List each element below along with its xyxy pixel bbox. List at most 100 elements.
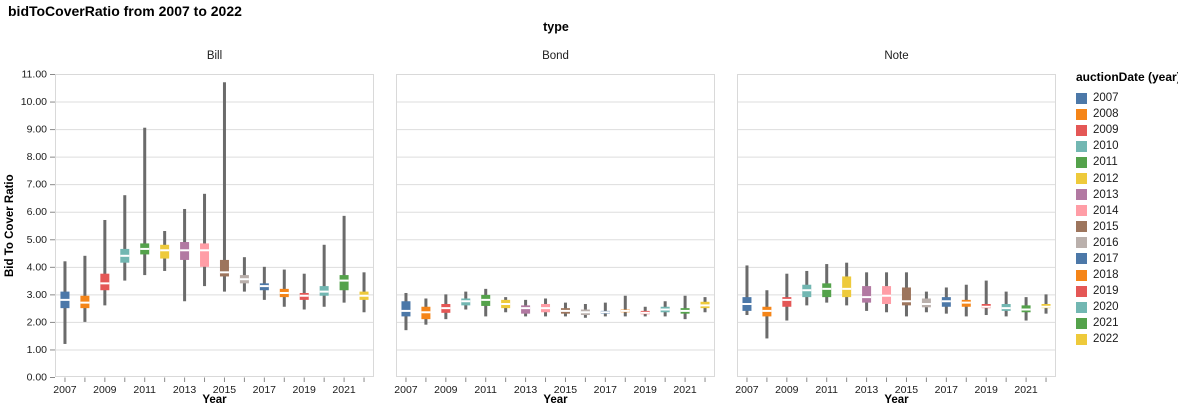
legend-swatch-icon	[1076, 333, 1087, 345]
box-median	[802, 289, 812, 292]
legend-label: 2011	[1093, 156, 1118, 169]
box-median	[441, 307, 451, 310]
legend-entry-2013: 2013	[1076, 187, 1176, 203]
box-whisker	[603, 302, 607, 317]
box-rect	[822, 283, 832, 298]
legend-label: 2022	[1093, 333, 1119, 346]
box-median	[981, 305, 991, 308]
legend-title: auctionDate (year)	[1076, 70, 1178, 84]
box-median	[239, 278, 249, 281]
box-whisker	[302, 273, 306, 310]
legend-label: 2010	[1093, 140, 1119, 153]
legend-swatch-icon	[1076, 317, 1087, 329]
legend-label: 2018	[1093, 269, 1119, 282]
box-median	[620, 309, 630, 312]
box-whisker	[222, 82, 226, 292]
box-whisker	[322, 244, 326, 307]
legend-entry-2014: 2014	[1076, 203, 1176, 219]
box-median	[941, 300, 951, 303]
x-tick-label: 2011	[133, 384, 156, 396]
box-whisker	[143, 127, 147, 276]
legend-label: 2017	[1093, 252, 1119, 265]
y-tick-label: 9.00	[27, 124, 48, 136]
legend-swatch-icon	[1076, 221, 1087, 233]
legend-swatch-icon	[1076, 285, 1087, 297]
legend-label: 2008	[1093, 108, 1119, 121]
box-rect	[521, 305, 531, 314]
legend-label: 2009	[1093, 124, 1119, 137]
box-whisker	[745, 265, 749, 316]
y-tick-label: 7.00	[27, 179, 48, 191]
box-median	[961, 301, 971, 304]
legend-entry-2015: 2015	[1076, 219, 1176, 235]
legend-swatch-icon	[1076, 92, 1087, 104]
x-tick-label: 2007	[53, 384, 77, 396]
panel-title-bill: Bill	[206, 50, 223, 62]
box-whisker	[242, 257, 246, 292]
box-rect	[401, 301, 411, 317]
legend-entry-2018: 2018	[1076, 267, 1176, 283]
box-median	[120, 254, 130, 257]
y-tick-label: 2.00	[27, 316, 48, 328]
box-median	[1001, 307, 1011, 310]
box-rect	[782, 297, 792, 307]
box-median	[160, 249, 170, 252]
y-tick-label: 3.00	[27, 289, 48, 301]
box-median	[339, 279, 349, 282]
legend-entry-2021: 2021	[1076, 315, 1176, 331]
x-tick-label: 2011	[474, 384, 497, 396]
legend-entry-2012: 2012	[1076, 170, 1176, 186]
legend-entry-2008: 2008	[1076, 106, 1176, 122]
legend-label: 2020	[1093, 301, 1119, 314]
x-tick-label: 2021	[332, 384, 356, 396]
legend-entry-2009: 2009	[1076, 122, 1176, 138]
box-median	[219, 271, 229, 274]
box-rect	[842, 276, 852, 298]
box-whisker	[282, 269, 286, 307]
x-axis-title-note: Year	[884, 394, 909, 406]
box-median	[501, 303, 511, 306]
legend-label: 2014	[1093, 204, 1119, 217]
x-tick-label: 2013	[855, 384, 879, 396]
box-median	[1041, 305, 1051, 308]
box-median	[680, 309, 690, 312]
box-median	[742, 303, 752, 306]
x-tick-label: 2009	[775, 384, 799, 396]
box-median	[862, 296, 872, 299]
x-tick-label: 2019	[634, 384, 658, 396]
panel-title-bond: Bond	[542, 50, 569, 62]
x-tick-label: 2011	[815, 384, 838, 396]
legend-label: 2021	[1093, 317, 1119, 330]
box-median	[319, 290, 329, 293]
box-median	[842, 287, 852, 290]
legend-label: 2015	[1093, 220, 1119, 233]
legend-swatch-icon	[1076, 140, 1087, 152]
legend-swatch-icon	[1076, 205, 1087, 217]
legend-label: 2007	[1093, 92, 1119, 105]
box-whisker	[683, 295, 687, 320]
box-whisker	[103, 219, 107, 306]
panel-border	[737, 74, 1056, 377]
y-tick-label: 6.00	[27, 206, 48, 218]
legend-swatch-icon	[1076, 269, 1087, 281]
x-tick-label: 2021	[1014, 384, 1038, 396]
x-tick-label: 2015	[213, 384, 237, 396]
legend-entry-2010: 2010	[1076, 138, 1176, 154]
x-tick-label: 2017	[935, 384, 959, 396]
legend-label: 2013	[1093, 188, 1119, 201]
legend-swatch-icon	[1076, 108, 1087, 120]
box-median	[60, 298, 70, 301]
x-axis-title-bond: Year	[543, 394, 568, 406]
box-median	[580, 311, 590, 314]
x-tick-label: 2007	[735, 384, 759, 396]
box-median	[600, 311, 610, 314]
y-tick-label: 0.00	[27, 372, 48, 384]
legend-swatch-icon	[1076, 124, 1087, 136]
box-rect	[200, 243, 210, 267]
panel-title-note: Note	[884, 50, 909, 62]
y-tick-label: 10.00	[21, 96, 47, 108]
legend-label: 2012	[1093, 172, 1119, 185]
legend-entries: 2007 2008 2009 2010 2011 2012 2013 2014 2015 2016…	[1076, 90, 1176, 348]
box-median	[481, 298, 491, 301]
box-median	[822, 287, 832, 290]
